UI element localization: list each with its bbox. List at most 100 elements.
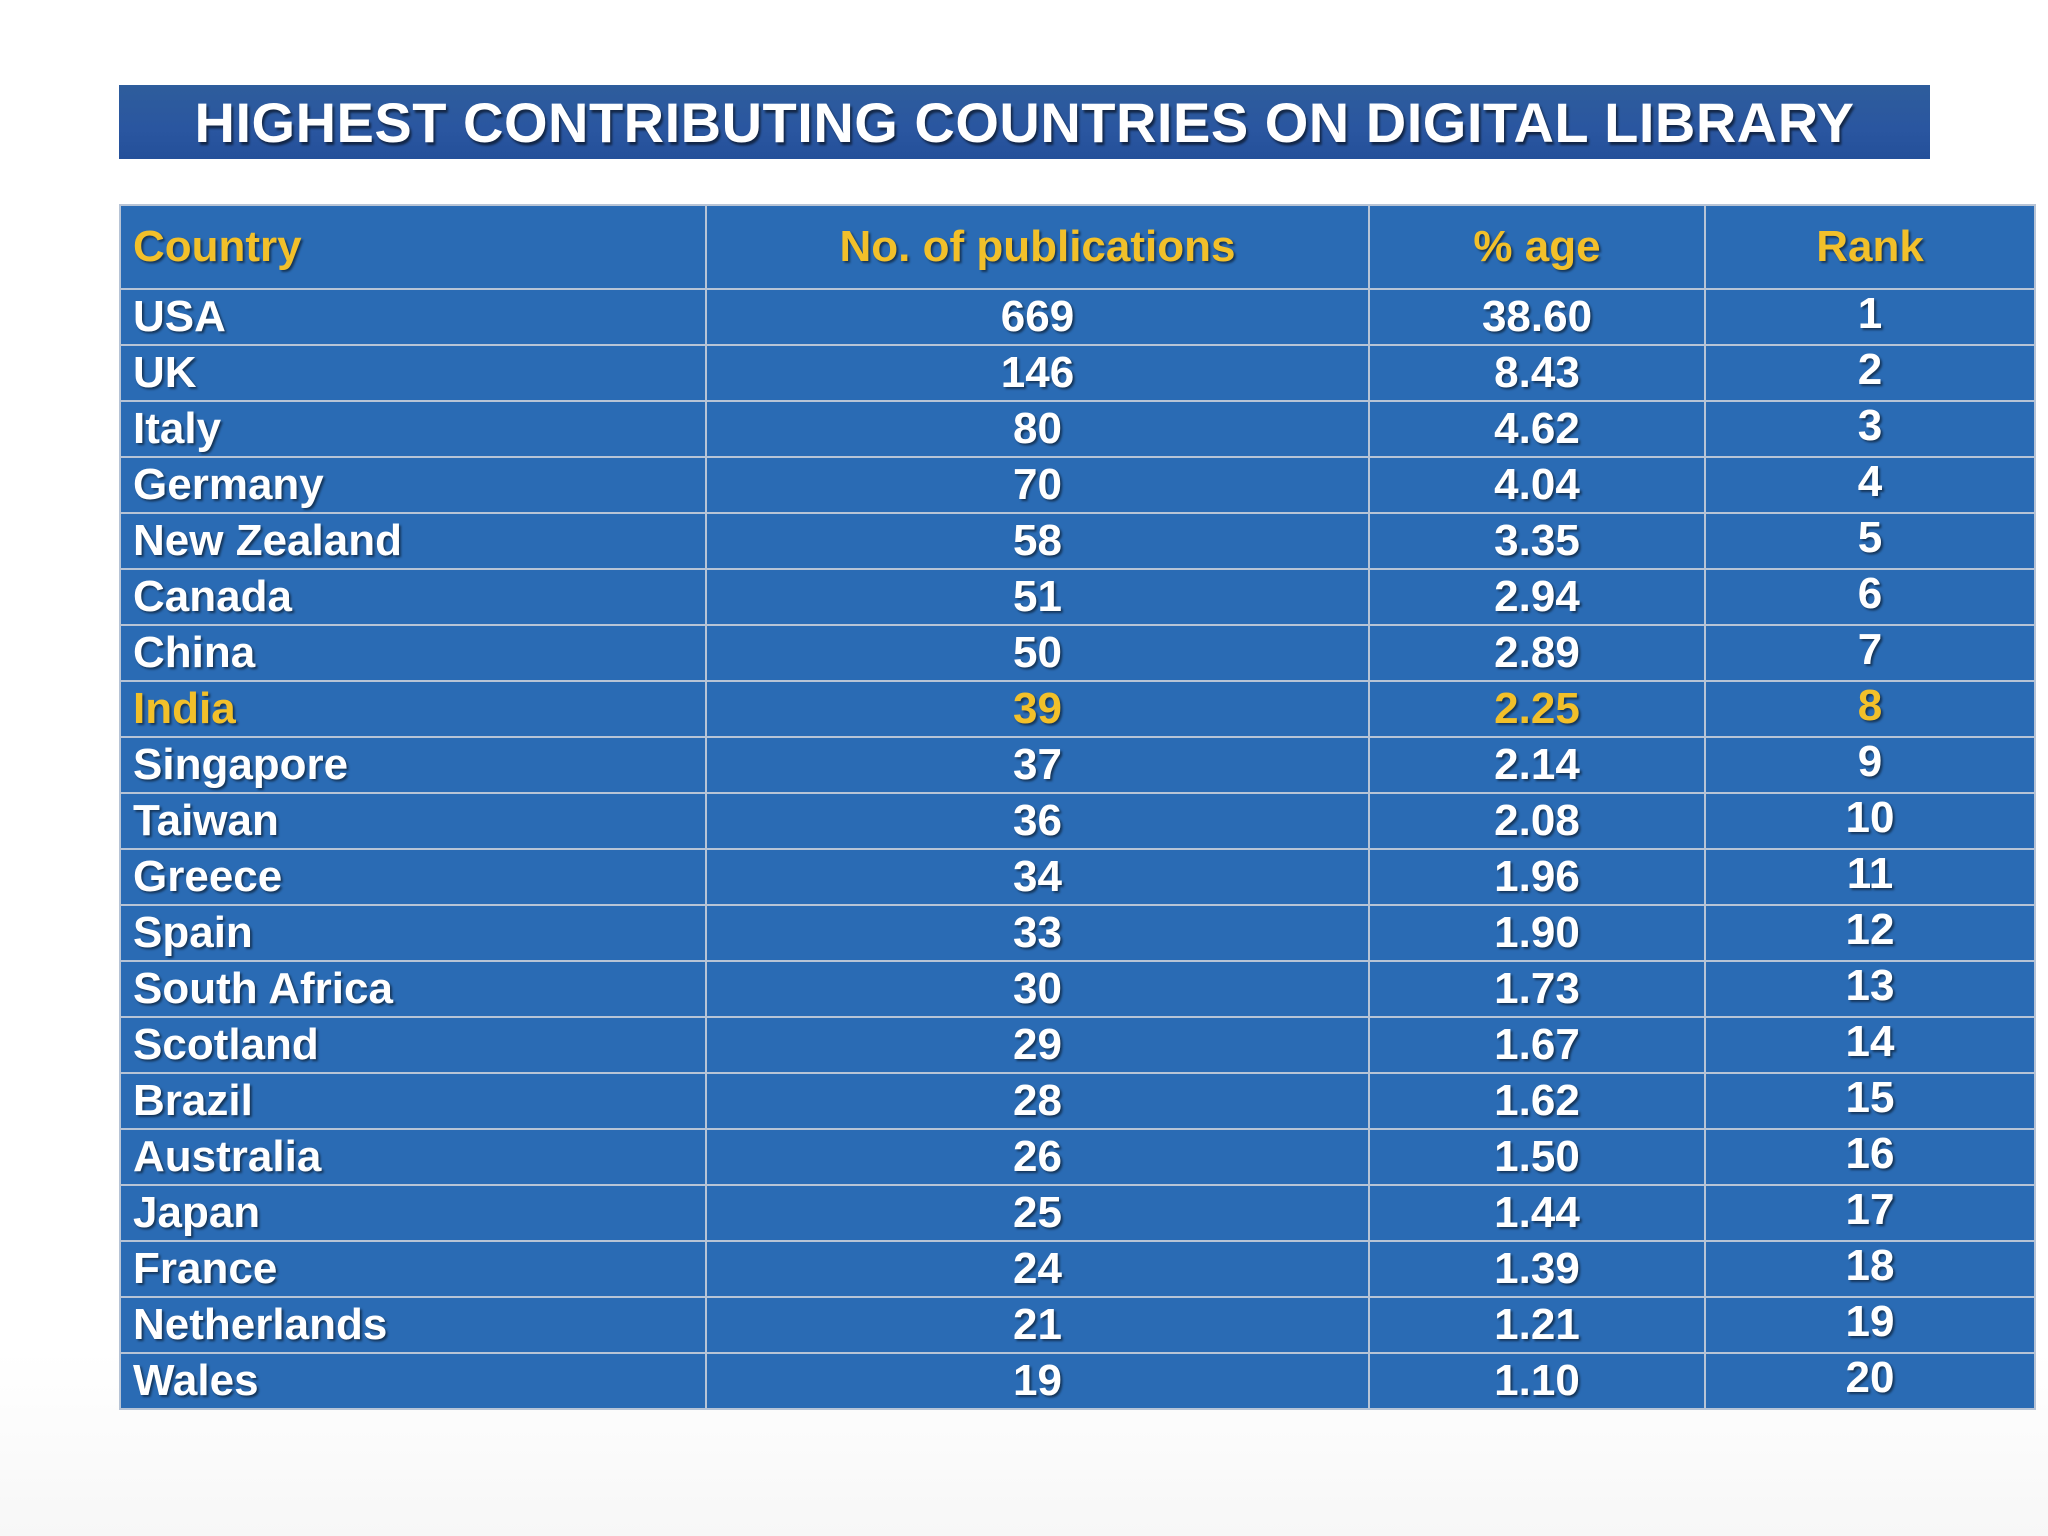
cell-percentage: 1.96	[1368, 848, 1706, 906]
cell-publications: 50	[705, 624, 1370, 682]
cell-country: France	[119, 1240, 707, 1298]
table-row: New Zealand 58 3.35 5	[119, 512, 2036, 570]
cell-publications: 39	[705, 680, 1370, 738]
cell-publications: 33	[705, 904, 1370, 962]
cell-country: Japan	[119, 1184, 707, 1242]
cell-publications: 28	[705, 1072, 1370, 1130]
table-row: Australia 26 1.50 16	[119, 1128, 2036, 1186]
cell-country: India	[119, 680, 707, 738]
cell-publications: 29	[705, 1016, 1370, 1074]
table-row: India 39 2.25 8	[119, 680, 2036, 738]
table-row: Singapore 37 2.14 9	[119, 736, 2036, 794]
cell-country: New Zealand	[119, 512, 707, 570]
cell-rank: 9	[1704, 736, 2036, 794]
cell-publications: 58	[705, 512, 1370, 570]
cell-country: Italy	[119, 400, 707, 458]
cell-rank: 3	[1704, 400, 2036, 458]
cell-percentage: 1.50	[1368, 1128, 1706, 1186]
cell-percentage: 1.21	[1368, 1296, 1706, 1354]
cell-country: USA	[119, 288, 707, 346]
cell-percentage: 8.43	[1368, 344, 1706, 402]
cell-country: Scotland	[119, 1016, 707, 1074]
cell-percentage: 2.14	[1368, 736, 1706, 794]
cell-country: Canada	[119, 568, 707, 626]
table-row: Japan 25 1.44 17	[119, 1184, 2036, 1242]
cell-rank: 8	[1704, 680, 2036, 738]
table-body: USA 669 38.60 1 UK 146 8.43 2 Italy 80 4.62 3 German…	[119, 288, 2036, 1410]
cell-percentage: 2.08	[1368, 792, 1706, 850]
cell-publications: 36	[705, 792, 1370, 850]
cell-rank: 12	[1704, 904, 2036, 962]
table-row: Scotland 29 1.67 14	[119, 1016, 2036, 1074]
table-row: Germany 70 4.04 4	[119, 456, 2036, 514]
cell-rank: 18	[1704, 1240, 2036, 1298]
cell-percentage: 1.62	[1368, 1072, 1706, 1130]
cell-country: Greece	[119, 848, 707, 906]
table-header-row: Country No. of publications % age Rank	[119, 204, 2036, 290]
table-row: USA 669 38.60 1	[119, 288, 2036, 346]
table-row: Italy 80 4.62 3	[119, 400, 2036, 458]
cell-rank: 7	[1704, 624, 2036, 682]
table-row: South Africa 30 1.73 13	[119, 960, 2036, 1018]
cell-publications: 24	[705, 1240, 1370, 1298]
data-table-container: Country No. of publications % age Rank U…	[119, 204, 2036, 1410]
title-banner: HIGHEST CONTRIBUTING COUNTRIES ON DIGITA…	[119, 85, 1930, 159]
cell-publications: 669	[705, 288, 1370, 346]
table-row: Wales 19 1.10 20	[119, 1352, 2036, 1410]
cell-country: Wales	[119, 1352, 707, 1410]
table-row: Greece 34 1.96 11	[119, 848, 2036, 906]
cell-percentage: 1.44	[1368, 1184, 1706, 1242]
table-row: UK 146 8.43 2	[119, 344, 2036, 402]
column-header-percentage: % age	[1368, 204, 1706, 290]
cell-percentage: 2.89	[1368, 624, 1706, 682]
cell-rank: 10	[1704, 792, 2036, 850]
cell-country: Australia	[119, 1128, 707, 1186]
cell-rank: 11	[1704, 848, 2036, 906]
cell-country: Taiwan	[119, 792, 707, 850]
publications-table: Country No. of publications % age Rank U…	[119, 204, 2036, 1410]
column-header-publications: No. of publications	[705, 204, 1370, 290]
cell-country: China	[119, 624, 707, 682]
cell-percentage: 1.90	[1368, 904, 1706, 962]
cell-publications: 25	[705, 1184, 1370, 1242]
table-row: Brazil 28 1.62 15	[119, 1072, 2036, 1130]
cell-rank: 4	[1704, 456, 2036, 514]
cell-country: Netherlands	[119, 1296, 707, 1354]
cell-country: South Africa	[119, 960, 707, 1018]
table-row: France 24 1.39 18	[119, 1240, 2036, 1298]
cell-country: Spain	[119, 904, 707, 962]
cell-publications: 51	[705, 568, 1370, 626]
cell-publications: 21	[705, 1296, 1370, 1354]
cell-rank: 14	[1704, 1016, 2036, 1074]
cell-rank: 15	[1704, 1072, 2036, 1130]
column-header-country: Country	[119, 204, 707, 290]
cell-country: Brazil	[119, 1072, 707, 1130]
cell-publications: 30	[705, 960, 1370, 1018]
cell-percentage: 1.73	[1368, 960, 1706, 1018]
cell-percentage: 1.39	[1368, 1240, 1706, 1298]
cell-percentage: 4.62	[1368, 400, 1706, 458]
cell-publications: 26	[705, 1128, 1370, 1186]
table-row: Spain 33 1.90 12	[119, 904, 2036, 962]
cell-percentage: 3.35	[1368, 512, 1706, 570]
cell-percentage: 1.10	[1368, 1352, 1706, 1410]
cell-publications: 19	[705, 1352, 1370, 1410]
cell-country: Germany	[119, 456, 707, 514]
cell-publications: 37	[705, 736, 1370, 794]
table-row: Canada 51 2.94 6	[119, 568, 2036, 626]
table-row: Taiwan 36 2.08 10	[119, 792, 2036, 850]
cell-rank: 20	[1704, 1352, 2036, 1410]
cell-country: Singapore	[119, 736, 707, 794]
cell-rank: 2	[1704, 344, 2036, 402]
cell-country: UK	[119, 344, 707, 402]
cell-rank: 13	[1704, 960, 2036, 1018]
cell-rank: 6	[1704, 568, 2036, 626]
cell-publications: 80	[705, 400, 1370, 458]
cell-percentage: 4.04	[1368, 456, 1706, 514]
cell-rank: 19	[1704, 1296, 2036, 1354]
cell-publications: 34	[705, 848, 1370, 906]
cell-percentage: 1.67	[1368, 1016, 1706, 1074]
cell-rank: 17	[1704, 1184, 2036, 1242]
table-row: Netherlands 21 1.21 19	[119, 1296, 2036, 1354]
cell-rank: 1	[1704, 288, 2036, 346]
